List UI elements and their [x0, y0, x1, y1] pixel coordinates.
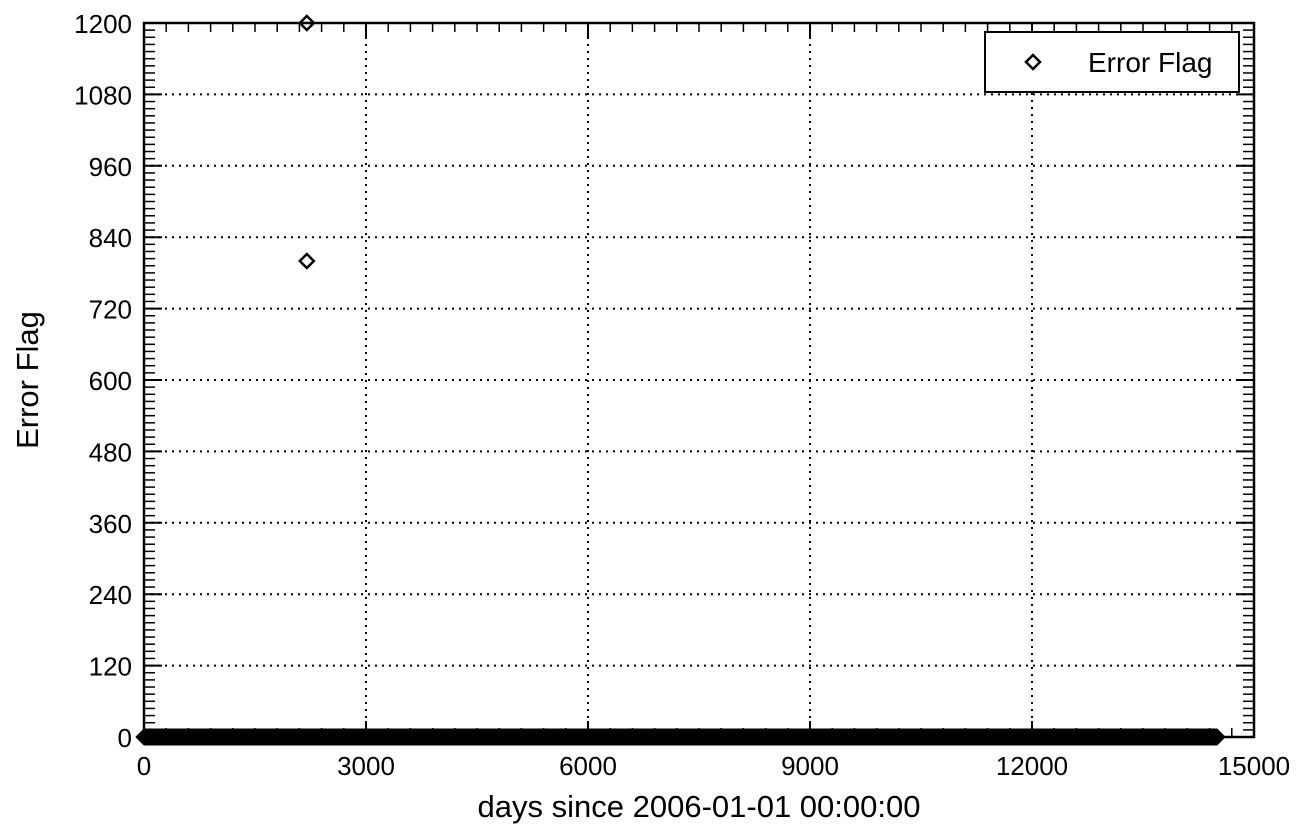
legend-label: Error Flag [1088, 47, 1212, 78]
data-point-diamond [298, 14, 316, 32]
y-tick-label: 960 [89, 152, 132, 182]
x-tick-label: 12000 [996, 751, 1068, 781]
y-tick-label: 600 [89, 366, 132, 396]
dense-baseline-points [135, 728, 1226, 746]
y-tick-label: 480 [89, 437, 132, 467]
y-tick-label: 0 [118, 723, 132, 753]
x-tick-label: 15000 [1218, 751, 1290, 781]
legend-diamond-marker-icon [1024, 53, 1042, 71]
legend: Error Flag [984, 31, 1240, 93]
y-tick-label: 360 [89, 509, 132, 539]
x-axis-label: days since 2006-01-01 00:00:00 [478, 789, 921, 824]
x-tick-labels: 0 3000 6000 9000 12000 15000 [137, 751, 1290, 781]
y-tick-label: 1080 [74, 80, 132, 110]
y-tick-label: 240 [89, 580, 132, 610]
data-point-diamond [298, 252, 316, 270]
data-points [135, 14, 1226, 746]
x-tick-label: 3000 [337, 751, 395, 781]
y-tick-label: 840 [89, 223, 132, 253]
x-tick-label: 6000 [559, 751, 617, 781]
y-tick-label: 1200 [74, 9, 132, 39]
x-tick-label: 9000 [781, 751, 839, 781]
y-tick-label: 720 [89, 295, 132, 325]
y-axis-label: Error Flag [10, 311, 45, 449]
x-tick-label: 0 [137, 751, 151, 781]
y-tick-labels: 0 120 240 360 480 600 720 840 960 1080 1200 [74, 9, 132, 753]
y-tick-label: 120 [89, 652, 132, 682]
grid-lines [144, 23, 1254, 737]
